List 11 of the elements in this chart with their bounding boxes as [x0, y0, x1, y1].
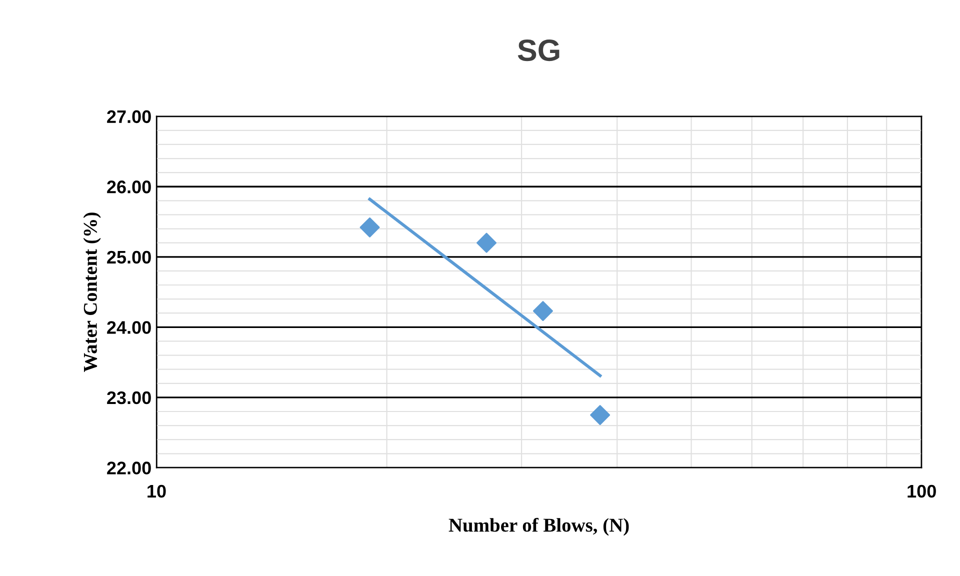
x-tick-label: 10: [148, 484, 166, 498]
chart-title: SG: [518, 39, 560, 62]
y-tick-label: 22.00: [107, 462, 151, 474]
y-tick-label: 24.00: [107, 321, 151, 334]
y-tick-label: 26.00: [107, 180, 151, 194]
x-axis-title: Number of Blows, (N): [448, 518, 629, 536]
y-tick-label: 25.00: [107, 250, 151, 264]
y-tick-label: 23.00: [107, 391, 151, 404]
y-axis-title: Water Content (%): [83, 212, 101, 372]
y-tick-label: 27.00: [107, 110, 151, 124]
x-tick-label: 100: [908, 484, 936, 498]
